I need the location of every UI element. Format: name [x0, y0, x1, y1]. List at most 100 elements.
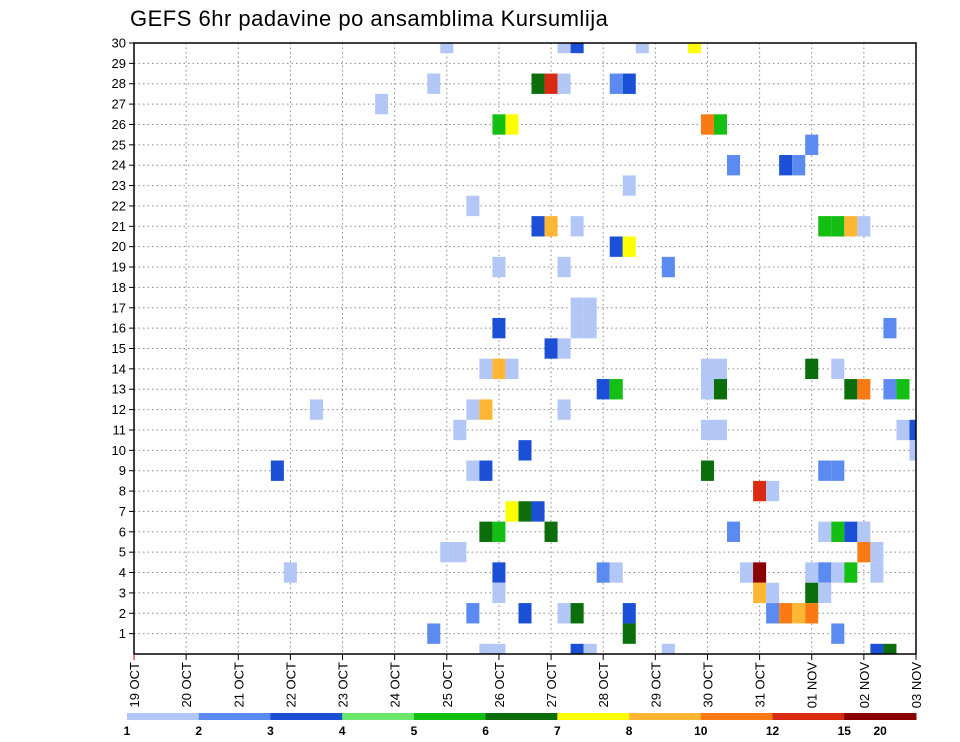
precip-cell	[427, 73, 441, 94]
precip-cell	[844, 379, 858, 400]
colorbar-label: 15	[838, 724, 852, 738]
colorbar-label: 6	[482, 724, 489, 738]
precip-cell	[570, 43, 584, 54]
precip-cell	[818, 460, 832, 481]
precip-cell	[453, 419, 467, 441]
precip-cell	[805, 603, 819, 624]
precip-cell	[818, 582, 832, 604]
colorbar-label: 1	[124, 724, 131, 738]
x-tick-label: 29 OCT	[648, 662, 663, 708]
precip-cell	[570, 297, 584, 318]
precip-cell	[492, 256, 506, 278]
y-tick-label: 30	[112, 36, 126, 51]
precip-cell	[609, 379, 623, 400]
x-tick-label: 31 OCT	[753, 662, 768, 708]
precip-cell	[583, 317, 597, 339]
y-tick-label: 7	[119, 504, 126, 519]
precip-cell	[609, 562, 623, 583]
colorbar-label: 7	[554, 724, 561, 738]
y-axis: 1234567891011121314151617181920212223242…	[112, 36, 134, 641]
precip-cell	[818, 216, 832, 237]
y-tick-label: 2	[119, 606, 126, 621]
precip-cell	[466, 460, 480, 481]
precip-cell	[740, 562, 754, 583]
precip-cell	[753, 480, 767, 502]
precip-cell	[661, 256, 675, 278]
x-tick-label: 30 OCT	[700, 662, 715, 708]
precip-cell	[687, 43, 701, 54]
precip-cell	[283, 562, 297, 583]
x-tick-label: 26 OCT	[492, 662, 507, 708]
precip-cell	[818, 521, 832, 542]
precip-cell	[531, 501, 545, 522]
y-tick-label: 1	[119, 626, 126, 641]
precip-cell	[505, 501, 519, 522]
colorbar-swatch	[198, 713, 271, 720]
grid-lines	[134, 42, 916, 655]
colorbar-swatch	[485, 713, 558, 720]
x-tick-label: 20 OCT	[179, 662, 194, 708]
colorbar-label: 4	[339, 724, 346, 738]
precip-cell	[844, 521, 858, 542]
precip-cell	[779, 603, 793, 624]
precip-cell	[570, 317, 584, 339]
precip-cell	[622, 603, 636, 624]
y-tick-label: 8	[119, 484, 126, 499]
precip-cell	[570, 603, 584, 624]
precip-cell	[713, 419, 728, 441]
colorbar-swatch	[270, 713, 343, 720]
precip-cell	[466, 603, 480, 624]
precip-cell	[870, 643, 884, 654]
precip-cells	[270, 43, 916, 654]
y-tick-label: 29	[112, 56, 126, 71]
precip-cell	[727, 521, 741, 542]
precip-cell	[883, 379, 897, 400]
precip-cell	[544, 338, 558, 359]
precip-cell	[831, 562, 845, 583]
precip-cell	[831, 521, 845, 542]
precip-cell	[570, 216, 584, 237]
y-tick-label: 23	[112, 178, 126, 193]
y-tick-label: 20	[112, 239, 126, 254]
precip-cell	[700, 419, 714, 441]
y-tick-label: 21	[112, 219, 126, 234]
precip-cell	[427, 623, 441, 644]
colorbar-swatch	[413, 713, 487, 720]
precip-cell	[622, 73, 636, 94]
precip-cell	[896, 419, 910, 441]
precip-cell	[544, 73, 558, 94]
precip-cell	[622, 175, 636, 196]
precip-cell	[713, 114, 728, 135]
precip-cell	[766, 582, 780, 604]
y-tick-label: 28	[112, 76, 126, 91]
y-tick-label: 5	[119, 545, 126, 560]
precip-cell	[700, 114, 714, 135]
y-tick-label: 17	[112, 300, 126, 315]
y-tick-label: 19	[112, 260, 126, 275]
precip-cell	[805, 134, 819, 156]
y-tick-label: 10	[112, 443, 126, 458]
precip-cell	[557, 399, 571, 420]
precip-cell	[609, 236, 623, 257]
x-tick-label: 01 NOV	[805, 662, 820, 709]
precip-cell	[805, 358, 819, 380]
precip-cell	[635, 43, 649, 54]
y-tick-label: 12	[112, 402, 126, 417]
colorbar-swatch	[127, 713, 200, 720]
colorbar-label: 2	[195, 724, 202, 738]
y-tick-label: 18	[112, 280, 126, 295]
y-tick-label: 14	[112, 361, 126, 376]
precip-cell	[883, 317, 897, 339]
colorbar-label: 20	[873, 724, 887, 738]
precip-cell	[557, 256, 571, 278]
y-tick-label: 22	[112, 198, 126, 213]
precip-cell	[440, 43, 454, 54]
precip-cell	[544, 521, 558, 542]
y-tick-label: 6	[119, 524, 126, 539]
colorbar: 1 2 3 4 5 6 7 8 10 12 15 20	[124, 713, 917, 738]
precip-cell	[466, 195, 480, 217]
x-tick-label: 28 OCT	[596, 662, 611, 708]
precip-cell	[753, 562, 767, 583]
precip-cell	[831, 460, 845, 481]
